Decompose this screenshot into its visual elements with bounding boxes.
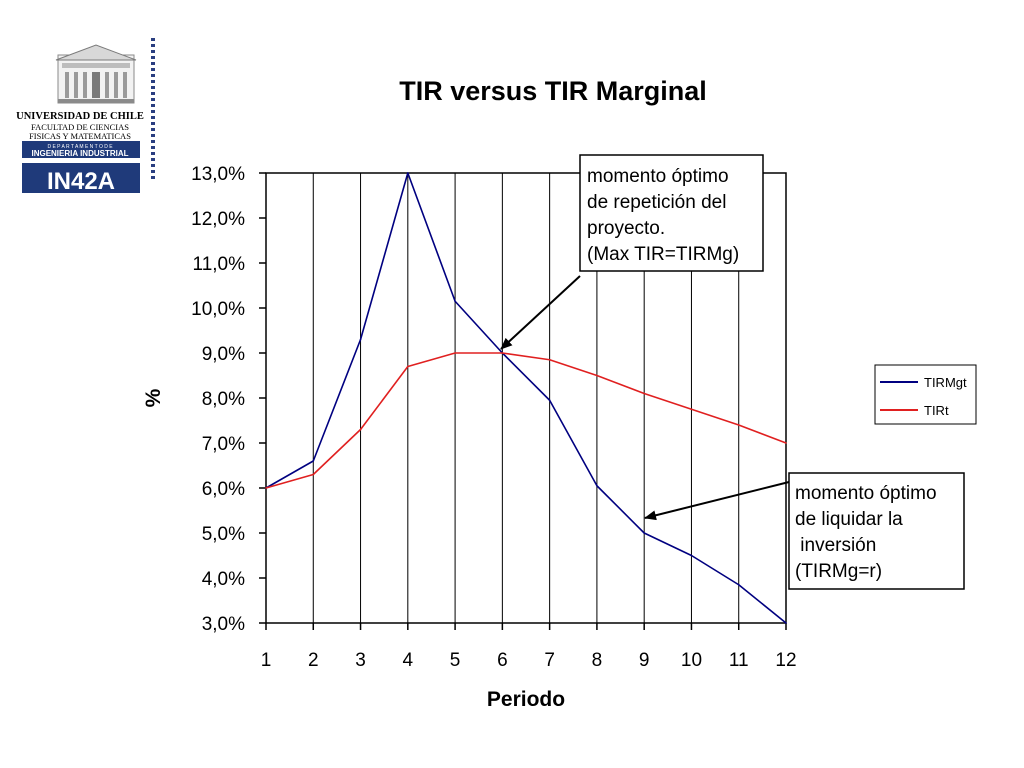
y-tick-label: 7,0% <box>202 434 245 455</box>
data-point-tirmgt <box>690 554 693 557</box>
x-tick-label: 2 <box>308 650 319 671</box>
logo-department-small: D E P A R T A M E N T O D E <box>47 144 113 150</box>
legend: TIRMgt TIRt <box>874 364 977 425</box>
x-tick-label: 4 <box>403 650 414 671</box>
data-point-tirmgt <box>454 300 456 303</box>
series-layer <box>265 172 787 624</box>
y-axis-ticks: 3,0% 4,0% 5,0% 6,0% 7,0% 8,0% 9,0% 10,0% 11,0% 12… <box>191 164 266 635</box>
annotation-box <box>579 154 764 272</box>
x-tick-label: 12 <box>775 650 796 671</box>
y-tick-label: 8,0% <box>202 389 245 410</box>
y-tick-label: 9,0% <box>202 344 245 365</box>
chart-title: TIR versus TIR Marginal <box>399 76 707 106</box>
annotation-box <box>788 472 965 590</box>
series-line-tirmgt <box>265 172 787 624</box>
data-point-tirmgt <box>643 532 645 534</box>
x-tick-label: 9 <box>639 650 650 671</box>
x-tick-label: 1 <box>261 650 272 671</box>
data-point-tirt <box>785 442 787 444</box>
annotation-line: de repetición del <box>587 192 726 213</box>
y-tick-label: 5,0% <box>202 524 245 545</box>
legend-box <box>874 364 977 425</box>
course-code-badge <box>22 163 140 193</box>
logo-faculty-line1: FACULTAD DE CIENCIAS <box>31 122 129 132</box>
data-point-tirt <box>643 392 645 395</box>
data-point-tirt <box>265 487 267 489</box>
series-line-tirt <box>265 352 787 489</box>
annotation-line: (Max TIR=TIRMg) <box>587 244 739 265</box>
data-point-tirt <box>548 358 551 361</box>
university-logo: UNIVERSIDAD DE CHILE FACULTAD DE CIENCIA… <box>16 38 155 195</box>
annotation-arrow <box>500 275 581 350</box>
x-tick-label: 5 <box>450 650 461 671</box>
data-point-tirt <box>312 473 315 476</box>
building-icon <box>55 44 137 104</box>
y-tick-label: 4,0% <box>202 569 245 590</box>
data-point-tirt <box>737 424 740 426</box>
x-axis-ticks: 1 2 3 4 5 6 7 8 9 10 11 12 <box>261 623 797 671</box>
x-tick-label: 3 <box>355 650 366 671</box>
data-point-tirt <box>501 352 504 354</box>
data-point-tirt <box>690 408 693 411</box>
data-point-tirt <box>359 428 362 431</box>
y-tick-label: 11,0% <box>193 254 246 275</box>
x-tick-label: 8 <box>592 650 603 671</box>
data-point-tirmgt <box>407 172 409 174</box>
data-point-tirmgt <box>312 460 315 462</box>
y-tick-label: 13,0% <box>191 164 245 185</box>
data-point-tirt <box>454 352 456 354</box>
data-point-tirmgt <box>359 338 362 341</box>
x-axis-label: Periodo <box>487 688 565 711</box>
y-tick-label: 3,0% <box>202 614 245 635</box>
legend-label-tirmgt: TIRMgt <box>924 375 967 390</box>
annotation-line: (TIRMg=r) <box>795 561 882 582</box>
x-tick-label: 7 <box>544 650 555 671</box>
data-point-tirmgt <box>596 484 598 487</box>
data-point-tirmgt <box>785 622 787 624</box>
x-tick-label: 11 <box>729 650 749 671</box>
legend-label-tirt: TIRt <box>924 403 949 418</box>
x-tick-label: 10 <box>681 650 702 671</box>
annotation-optimal-liquidate: momento óptimo de liquidar la inversión … <box>644 472 965 590</box>
y-tick-label: 10,0% <box>191 299 245 320</box>
annotation-line: de liquidar la <box>795 509 903 530</box>
data-point-tirmgt <box>548 399 551 402</box>
annotation-line: momento óptimo <box>795 483 937 504</box>
department-band <box>22 141 140 158</box>
x-tick-label: 6 <box>497 650 508 671</box>
annotation-arrow <box>644 481 790 521</box>
data-point-tirt <box>407 365 409 368</box>
annotation-line: inversión <box>795 535 876 556</box>
course-code: IN42A <box>47 168 115 195</box>
annotation-line: momento óptimo <box>587 166 729 187</box>
y-axis-label: % <box>142 388 165 407</box>
data-point-tirmgt <box>737 583 740 586</box>
annotation-optimal-repeat: momento óptimo de repetición del proyect… <box>500 154 764 350</box>
data-point-tirt <box>596 374 598 377</box>
logo-university: UNIVERSIDAD DE CHILE <box>16 111 144 122</box>
logo-faculty-line2: FISICAS Y MATEMATICAS <box>29 131 131 141</box>
logo-department: INGENIERIA INDUSTRIAL <box>31 149 128 158</box>
annotation-line: proyecto. <box>587 218 665 239</box>
y-tick-label: 6,0% <box>202 479 245 500</box>
y-tick-label: 12,0% <box>191 209 245 230</box>
